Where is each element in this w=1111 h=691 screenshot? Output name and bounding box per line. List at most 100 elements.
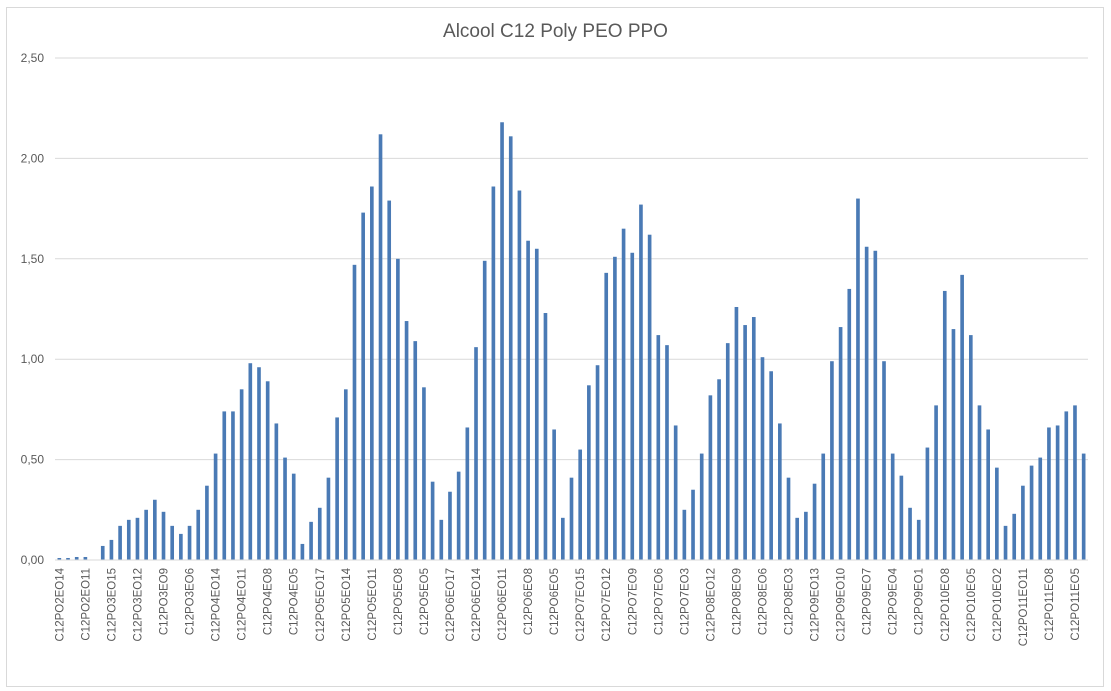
x-tick-label: C12PO8EO9 (731, 568, 743, 635)
bar (534, 248, 539, 560)
y-tick-label: 2,00 (21, 151, 45, 165)
bar (543, 313, 548, 560)
bar (291, 473, 296, 560)
bar (838, 327, 843, 560)
bar (343, 389, 348, 560)
bar (448, 491, 452, 560)
bar (161, 511, 166, 560)
bar (300, 543, 305, 560)
bar (847, 288, 852, 560)
x-tick-label: C12PO4EO14 (211, 567, 223, 641)
x-tick-label: C12PO4EO11 (237, 568, 249, 641)
bar (734, 306, 739, 560)
bar (257, 367, 261, 560)
bar (1021, 485, 1025, 560)
x-tick-label: C12PO8EO3 (784, 568, 796, 635)
bar (899, 475, 904, 560)
bar (769, 371, 773, 560)
x-tick-label: C12PO9EO1 (914, 568, 926, 635)
bar (213, 453, 218, 560)
bar (1038, 457, 1043, 560)
x-tick-label: C12PO7EO3 (679, 568, 691, 635)
bar (621, 228, 626, 560)
bar (864, 246, 869, 560)
x-tick-label: C12PO11EO5 (1070, 568, 1082, 641)
bar (1012, 513, 1017, 560)
x-tick-label: C12PO5EO11 (367, 568, 379, 641)
bar (821, 453, 826, 560)
bar (942, 290, 947, 560)
bar (370, 186, 374, 560)
chart-title: Alcool C12 Poly PEO PPO (443, 21, 668, 42)
bar (422, 387, 426, 560)
bar (309, 521, 313, 560)
bar (118, 525, 122, 560)
bar (639, 204, 643, 561)
bar (916, 519, 921, 560)
x-tick-label: C12PO6EO8 (523, 568, 535, 635)
bar (170, 525, 175, 560)
bar (474, 347, 478, 560)
bar (248, 363, 253, 560)
bar (1073, 405, 1077, 560)
bar (66, 557, 70, 560)
bar (656, 335, 661, 560)
bar (465, 427, 470, 560)
bar (265, 381, 270, 560)
bar (335, 417, 339, 560)
bar (613, 256, 617, 560)
bar (595, 365, 600, 560)
bar (135, 517, 140, 560)
bar (691, 489, 695, 560)
bar (708, 395, 713, 560)
bar (743, 325, 747, 560)
bar (552, 429, 556, 560)
bar (699, 453, 704, 560)
bar (804, 511, 808, 560)
bar (456, 471, 461, 560)
x-tick-label: C12PO3EO12 (132, 568, 144, 642)
bar (673, 425, 678, 560)
bar (387, 200, 392, 560)
bar (751, 317, 756, 560)
bar (977, 405, 982, 560)
y-tick-label: 1,00 (21, 352, 45, 366)
bar (317, 507, 322, 560)
bar (83, 556, 88, 560)
bar (812, 483, 817, 560)
x-tick-label: C12PO6EO14 (471, 567, 483, 641)
bar (986, 429, 990, 560)
bar (1003, 525, 1008, 560)
bar (1064, 411, 1069, 560)
bar (587, 385, 591, 560)
x-tick-label: C12PO11EO8 (1044, 568, 1056, 641)
bar (500, 122, 504, 561)
bar (908, 507, 912, 560)
bar (760, 357, 765, 560)
bar (378, 134, 383, 560)
bar (396, 258, 400, 560)
bar (873, 250, 878, 560)
x-tick-label: C12PO8EO6 (757, 568, 769, 635)
bar (778, 423, 782, 560)
bar (830, 361, 834, 560)
bar (630, 252, 635, 560)
bar (856, 198, 860, 560)
bar (283, 457, 287, 560)
x-tick-label: C12PO5EO17 (315, 568, 327, 642)
bar (482, 260, 487, 560)
x-tick-label: C12PO4EO8 (263, 568, 275, 635)
bar (647, 234, 652, 561)
x-tick-label: C12PO7EO6 (653, 568, 665, 635)
bar (517, 190, 522, 560)
bar (508, 136, 513, 560)
bar (74, 556, 79, 560)
x-tick-label: C12PO3EO15 (106, 568, 118, 642)
x-tick-label: C12PO8EO12 (705, 568, 717, 642)
chart-frame (6, 7, 1104, 687)
bar (786, 477, 791, 560)
bar (222, 411, 227, 560)
bar (239, 389, 244, 560)
x-tick-label: C12PO7EO12 (601, 568, 613, 642)
